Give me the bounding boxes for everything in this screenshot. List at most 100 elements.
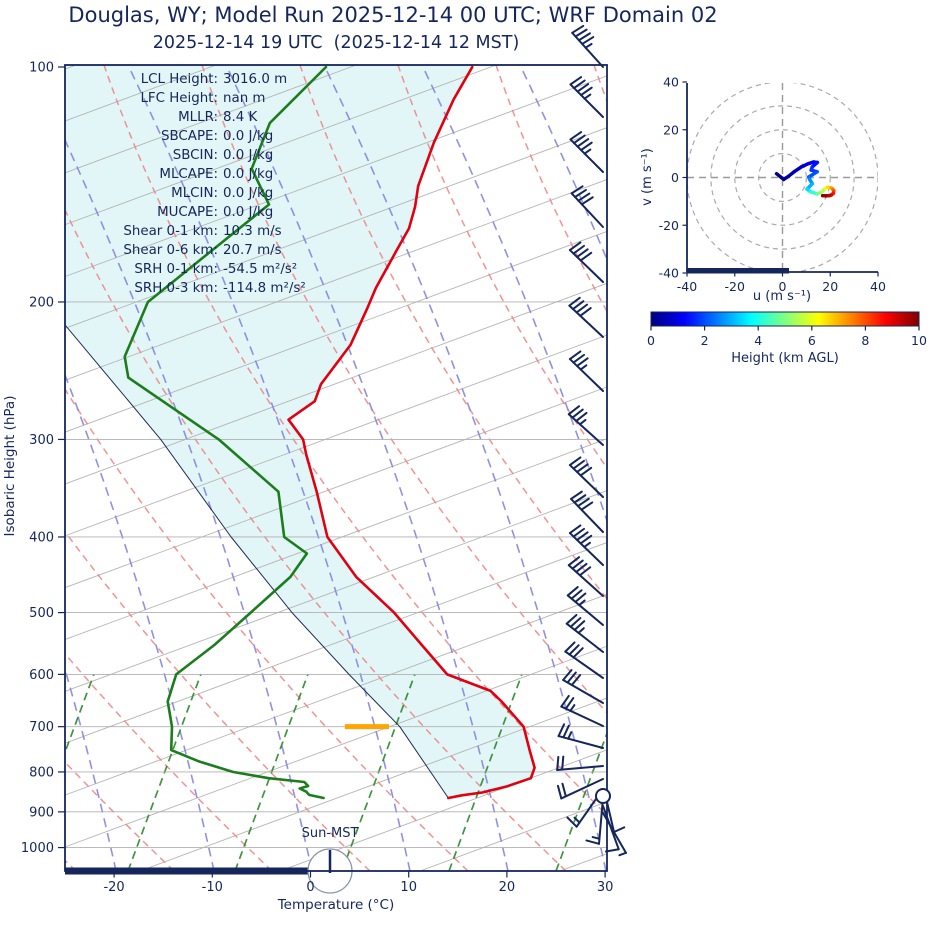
- wind-barb: [567, 405, 604, 446]
- pressure-tick-label: 200: [29, 295, 54, 310]
- wind-barb: [556, 778, 604, 800]
- stat-value: nan m: [223, 91, 266, 106]
- hodograph-u-axis-label: u (m s⁻¹): [753, 289, 811, 304]
- wind-barb: [564, 641, 604, 679]
- stat-row: SRH 0-1 km: -54.5 m²/s²: [70, 260, 306, 279]
- wind-barb: [569, 76, 604, 118]
- pressure-tick-label: 500: [29, 606, 54, 621]
- surface-wind-marker: [595, 788, 626, 833]
- hodograph-v-tick-label: -20: [659, 218, 679, 233]
- pressure-gridlines: [65, 301, 607, 849]
- stat-row: MUCAPE: 0.0 J/kg: [70, 203, 306, 222]
- stat-value: 0.0 J/kg: [223, 205, 274, 220]
- wind-barb: [557, 723, 604, 749]
- stat-row: Shear 0-6 km: 20.7 m/s: [70, 241, 306, 260]
- stat-label: MLLR:: [178, 110, 218, 125]
- stat-label: LFC Height:: [140, 91, 218, 106]
- temperature-curve: [287, 65, 536, 800]
- stat-value: 20.7 m/s: [223, 243, 282, 258]
- hodograph-v-axis-label: v (m s⁻¹): [640, 148, 655, 206]
- wind-barb: [570, 185, 604, 228]
- temperature-tick-label: 30: [597, 880, 614, 895]
- temperature-tick-label: 10: [400, 880, 417, 895]
- pressure-tick-label: 400: [29, 530, 54, 545]
- hodograph-v-tick-label: 40: [663, 75, 679, 90]
- wind-barb-column: [556, 24, 627, 857]
- stat-label: Shear 0-1 km:: [123, 224, 218, 239]
- wind-barb: [570, 490, 604, 533]
- skewt-axes: 100 200 300 400 500 600 700 800 900 1000 -20 -10 0 10…: [21, 61, 613, 896]
- wind-barb: [568, 524, 604, 566]
- wind-barb: [566, 586, 604, 626]
- pressure-tick-label: 900: [29, 805, 54, 820]
- height-colorbar: 0 2 4 6 8 10: [647, 311, 927, 348]
- profile-curves: [65, 65, 536, 800]
- stat-row: Shear 0-1 km: 10.3 m/s: [70, 222, 306, 241]
- figure-subtitle: 2025-12-14 19 UTC (2025-12-14 12 MST): [152, 33, 520, 53]
- wind-barb: [569, 131, 604, 173]
- wind-barb: [562, 669, 604, 704]
- hodograph-ring: [734, 129, 831, 226]
- wind-barb: [556, 755, 604, 772]
- colorbar-tick-label: 0: [647, 333, 655, 348]
- stat-label: SBCIN:: [172, 148, 218, 163]
- cin-shade-region: [65, 65, 535, 798]
- stat-label: Shear 0-6 km:: [123, 243, 218, 258]
- stat-row: LCL Height: 3016.0 m: [70, 70, 306, 89]
- hodograph-u-tick-label: 20: [822, 279, 838, 294]
- hodograph-surface-bar: [687, 268, 789, 274]
- pressure-tick-label: 800: [29, 765, 54, 780]
- temperature-tick-label: -10: [202, 880, 223, 895]
- hodograph-u-tick-label: -20: [725, 279, 745, 294]
- hodograph-v-tick-label: -40: [659, 266, 679, 281]
- stat-value: 0.0 J/kg: [223, 129, 274, 144]
- stat-value: 3016.0 m: [223, 72, 288, 87]
- stat-value: -114.8 m²/s²: [223, 281, 306, 296]
- colorbar-tick-label: 8: [861, 333, 869, 348]
- colorbar-tick-label: 6: [808, 333, 816, 348]
- pressure-tick-label: 700: [29, 720, 54, 735]
- wind-barb: [568, 296, 604, 338]
- stat-label: MLCIN:: [171, 186, 218, 201]
- stat-row: LFC Height: nan m: [70, 89, 306, 108]
- temperature-tick-label: 20: [499, 880, 516, 895]
- pressure-tick-label: 600: [29, 668, 54, 683]
- stat-row: SBCAPE: 0.0 J/kg: [70, 127, 306, 146]
- stat-value: 10.3 m/s: [223, 224, 282, 239]
- pressure-tick-label: 100: [29, 61, 54, 76]
- pressure-tick-label: 1000: [21, 841, 54, 856]
- hodograph-v-tick-label: 20: [663, 122, 679, 137]
- dewpoint-curve: [123, 65, 328, 800]
- stat-label: SRH 0-3 km:: [134, 281, 218, 296]
- stat-label: LCL Height:: [140, 72, 218, 87]
- colorbar-tick-label: 2: [701, 333, 709, 348]
- temperature-tick-label: -20: [103, 880, 124, 895]
- hodograph-u-tick-label: 40: [870, 279, 886, 294]
- hodograph-v-tick-label: 0: [671, 170, 679, 185]
- stat-label: SBCAPE:: [160, 129, 218, 144]
- cin-shade: [65, 65, 535, 798]
- hodograph-ring: [710, 105, 855, 250]
- wind-barb: [602, 812, 627, 857]
- pressure-tick-label: 300: [29, 433, 54, 448]
- figure-title: Douglas, WY; Model Run 2025-12-14 00 UTC…: [68, 3, 718, 27]
- stat-row: SRH 0-3 km: -114.8 m²/s²: [70, 279, 306, 298]
- skewt-background-lines: [65, 65, 607, 871]
- stat-label: SRH 0-1 km:: [134, 262, 218, 277]
- stat-row: SBCIN: 0.0 J/kg: [70, 146, 306, 165]
- hodograph-u-tick-label: -40: [677, 279, 697, 294]
- wind-barb: [568, 350, 604, 392]
- stat-value: 0.0 J/kg: [223, 148, 274, 163]
- hodograph-u-tick-label: 0: [779, 279, 787, 294]
- colorbar-gradient: [650, 311, 920, 327]
- sun-dial-label: Sun-MST: [302, 826, 359, 841]
- hodograph-ring: [758, 153, 807, 202]
- temperature-axis-label: Temperature (°C): [277, 897, 395, 913]
- wind-barb: [568, 456, 604, 498]
- stat-value: 8.4 K: [223, 110, 258, 125]
- stat-value: 0.0 J/kg: [223, 167, 274, 182]
- colorbar-tick-label: 10: [911, 333, 927, 348]
- stat-row: MLCAPE: 0.0 J/kg: [70, 165, 306, 184]
